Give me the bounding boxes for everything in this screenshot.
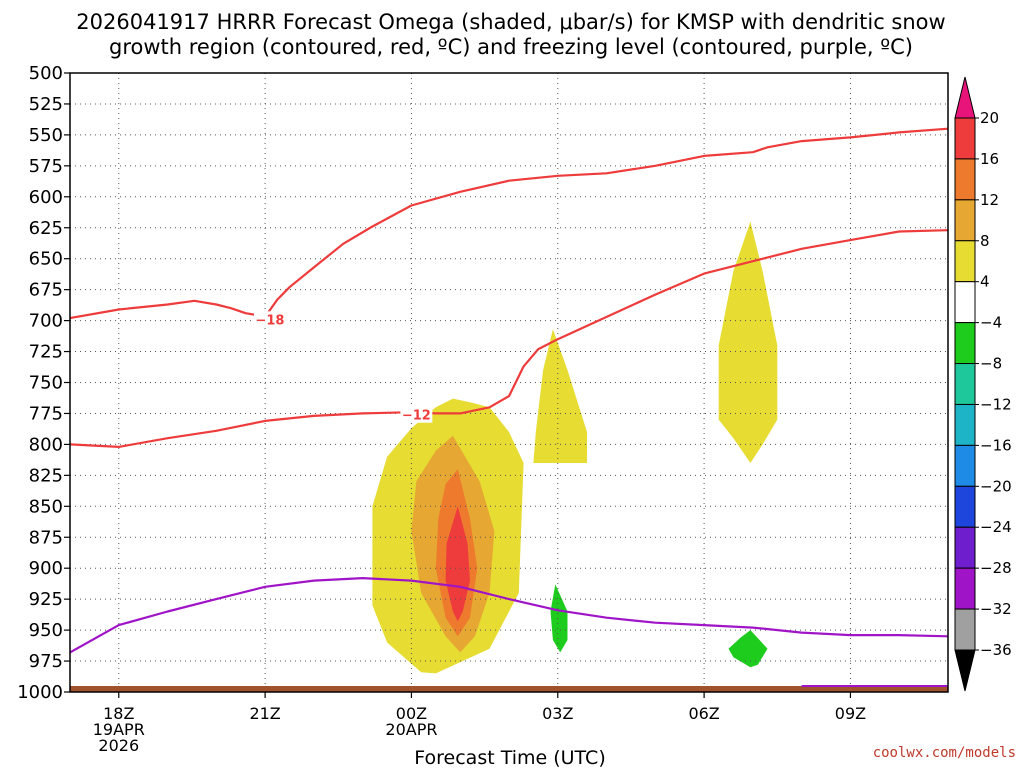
colorbar-swatch: [954, 117, 976, 160]
dgz-minus12-label-bg: [400, 406, 433, 423]
colorbar-top-arrow: [954, 76, 976, 119]
x-tick-label: 21Z: [249, 704, 280, 723]
colorbar-swatch: [954, 485, 976, 528]
y-tick-label: 700: [29, 311, 63, 332]
dgz-minus12-label: −12: [402, 409, 431, 424]
y-tick-label: 725: [29, 342, 63, 363]
y-tick-label: 500: [29, 63, 63, 84]
chart-title-line-2: growth region (contoured, red, ºC) and f…: [109, 35, 913, 59]
x-tick-label: 09Z: [835, 704, 866, 723]
y-tick-label: 1000: [17, 682, 63, 703]
y-tick-label: 875: [29, 527, 63, 548]
y-tick-label: 525: [29, 94, 63, 115]
freezing-level-line: [69, 577, 949, 654]
y-tick-label: 775: [29, 403, 63, 424]
colorbar-swatch: [954, 526, 976, 569]
colorbar-swatch: [954, 240, 976, 283]
y-tick-label: 575: [29, 156, 63, 177]
y-tick-label: 900: [29, 558, 63, 579]
x-tick-label: 20APR: [385, 720, 437, 739]
dgz-minus18-label-bg: [253, 311, 286, 328]
colorbar-tick-label: 8: [980, 232, 990, 250]
omega-16to20-a: [445, 506, 470, 622]
x-tick-label: 2026: [98, 736, 139, 755]
x-tick-label: 03Z: [542, 704, 573, 723]
colorbar-tick-label: −24: [980, 518, 1012, 536]
colorbar-tick-label: −32: [980, 600, 1012, 618]
y-tick-label: 600: [29, 187, 63, 208]
grid-lines: [70, 73, 948, 692]
y-tick-label: 825: [29, 465, 63, 486]
colorbar-tick-label: −12: [980, 395, 1012, 413]
colorbar-swatch: [954, 322, 976, 365]
colorbar-swatch: [954, 281, 976, 324]
ground-band: [70, 685, 948, 692]
dgz-minus18-label: −18: [255, 313, 284, 328]
y-tick-label: 850: [29, 496, 63, 517]
colorbar: 20 16 12 8 4 −4 −8 −12 −16 −20 −24 −28 −32 −36: [954, 76, 1012, 692]
colorbar-swatch: [954, 444, 976, 487]
y-tick-label: 625: [29, 218, 63, 239]
y-axis: 500 525 550 575 600 625 650 675 700 725 750 775 800 8…: [17, 63, 70, 703]
colorbar-tick-label: 16: [980, 150, 999, 168]
colorbar-tick-label: 4: [980, 273, 990, 291]
y-tick-label: 925: [29, 589, 63, 610]
colorbar-tick-label: −8: [980, 355, 1002, 373]
colorbar-swatch: [954, 608, 976, 651]
colorbar-swatch: [954, 158, 976, 201]
colorbar-swatch: [954, 199, 976, 242]
contour-layer: −18 −12: [69, 127, 949, 654]
y-tick-label: 750: [29, 373, 63, 394]
y-tick-label: 550: [29, 125, 63, 146]
colorbar-tick-label: −28: [980, 559, 1012, 577]
ground-surface: [70, 686, 948, 692]
y-tick-label: 675: [29, 280, 63, 301]
y-tick-label: 650: [29, 249, 63, 270]
colorbar-tick-label: 20: [980, 109, 999, 127]
colorbar-bottom-arrow: [954, 649, 976, 692]
y-tick-label: 975: [29, 651, 63, 672]
omega-minus4-b: [728, 630, 768, 668]
dgz-minus18-line: [69, 127, 949, 320]
y-tick-label: 950: [29, 620, 63, 641]
omega-4to8-c: [718, 221, 778, 463]
colorbar-tick-label: −4: [980, 314, 1002, 332]
credit-text: coolwx.com/models: [873, 745, 1016, 761]
omega-shading-layer: [372, 221, 778, 674]
x-tick-label: 06Z: [688, 704, 719, 723]
omega-4to8-b: [533, 329, 587, 463]
colorbar-swatch: [954, 363, 976, 405]
dgz-minus12-line: [69, 229, 949, 448]
colorbar-tick-label: −16: [980, 436, 1012, 454]
x-tick-label: 00Z: [396, 704, 427, 723]
colorbar-swatch: [954, 567, 976, 610]
colorbar-tick-label: 12: [980, 191, 999, 209]
x-tick-label: 19APR: [93, 720, 145, 739]
chart-title-line-1: 2026041917 HRRR Forecast Omega (shaded, …: [76, 10, 945, 34]
colorbar-tick-label: −20: [980, 477, 1012, 495]
colorbar-swatch: [954, 403, 976, 446]
y-tick-label: 800: [29, 434, 63, 455]
x-tick-label: 18Z: [103, 704, 134, 723]
colorbar-tick-label: −36: [980, 641, 1012, 659]
omega-minus4-a: [550, 584, 568, 653]
x-axis-label: Forecast Time (UTC): [414, 747, 605, 768]
